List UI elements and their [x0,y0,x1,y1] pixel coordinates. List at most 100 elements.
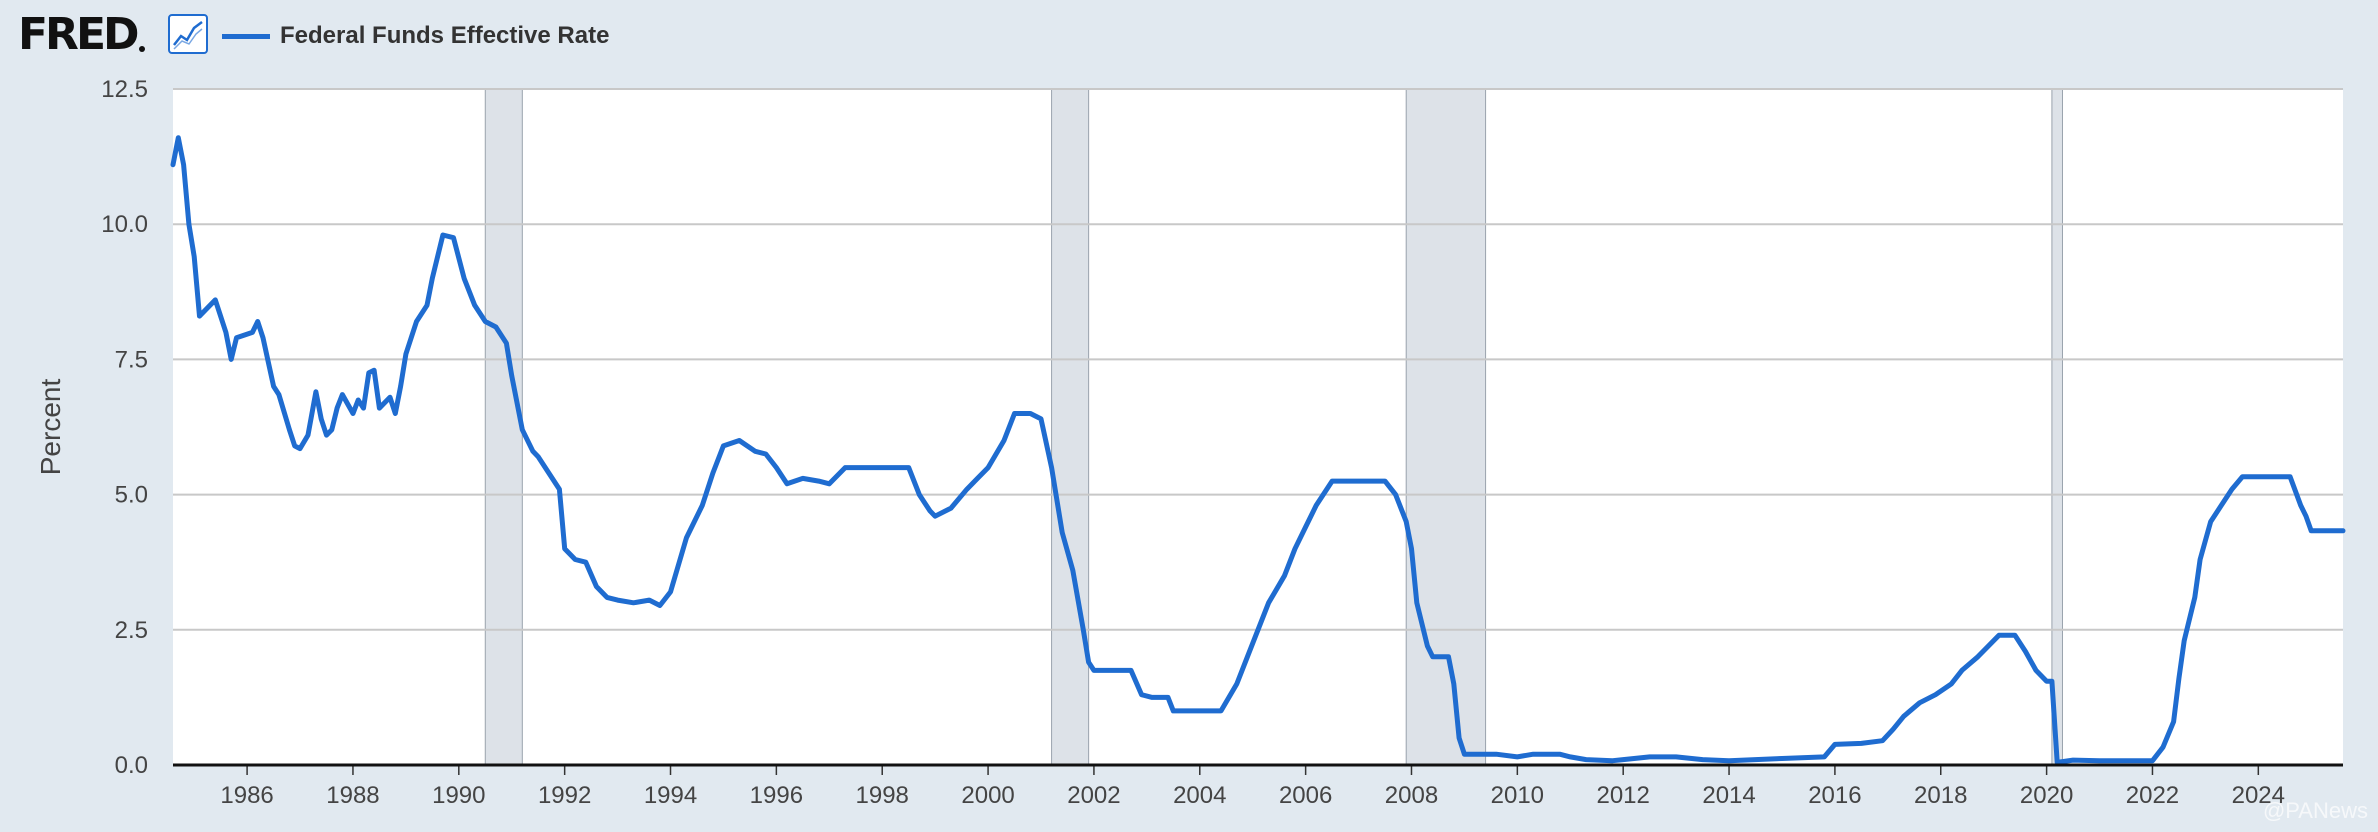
x-tick-label: 1986 [220,782,273,809]
data-point [305,433,310,438]
data-point [1187,708,1192,713]
data-point [1901,714,1906,719]
data-point [933,514,938,519]
data-point [2272,474,2277,479]
data-point [647,598,652,603]
data-point [2044,679,2049,684]
x-tick-label: 2010 [1491,782,1544,809]
data-point [287,427,292,432]
data-point [562,546,567,551]
data-point [234,335,239,340]
data-point [324,433,329,438]
data-point [1414,600,1419,605]
recession-band [1405,88,1487,766]
data-point [1356,479,1361,484]
fred-logo[interactable]: FRED [18,10,145,60]
data-point [615,598,620,603]
data-point [2240,474,2245,479]
data-point [1727,758,1732,763]
data-point [2192,595,2197,600]
y-tick-label: 0.0 [115,752,148,779]
data-point [2055,760,2060,765]
data-point [1060,530,1065,535]
data-point [2208,519,2213,524]
x-tick-label: 1994 [644,782,697,809]
data-point [546,470,551,475]
data-point [1330,479,1335,484]
data-point [2182,638,2187,643]
data-point [1494,752,1499,757]
data-point [1557,752,1562,757]
data-point [2256,474,2261,479]
data-point [1266,600,1271,605]
watermark: @PANews [2262,798,2368,823]
data-point [1282,573,1287,578]
line-graph-icon[interactable] [168,14,208,54]
data-point [1383,479,1388,484]
data-point [1171,708,1176,713]
data-point [377,406,382,411]
data-point [2288,474,2293,479]
data-point [229,357,234,362]
data-point [483,319,488,324]
data-point [573,557,578,562]
data-point [1139,692,1144,697]
data-point [800,476,805,481]
x-tick-label: 2024 [2232,782,2285,809]
series-layer [170,135,2346,765]
data-point [1975,654,1980,659]
data-point [816,479,821,484]
x-tick-label: 2012 [1596,782,1649,809]
data-point [827,481,832,486]
data-point [2303,514,2308,519]
data-point [1245,654,1250,659]
gridlines [173,88,2343,631]
data-point [1393,492,1398,497]
data-point [1891,727,1896,732]
data-point [1451,681,1456,686]
data-point [372,368,377,373]
data-point [186,222,191,227]
data-point [1584,757,1589,762]
data-point [1218,708,1223,713]
data-point [1996,633,2001,638]
data-point [2097,758,2102,763]
x-tick-label: 1990 [432,782,485,809]
data-point [906,465,911,470]
data-point [171,162,175,167]
data-point [361,406,366,411]
data-point [763,452,768,457]
data-point [2034,668,2039,673]
data-point [213,297,218,302]
data-point [414,319,419,324]
data-point [1234,681,1239,686]
data-point [319,416,324,421]
data-point [260,335,265,340]
data-point [1446,654,1451,659]
data-point [340,392,345,397]
data-point [557,487,562,492]
data-point [329,427,334,432]
data-point [927,508,932,513]
data-point [536,454,541,459]
data-point [2298,503,2303,508]
data-point [430,276,435,281]
chart-header: FRED Federal Funds Effective Rate [0,0,2378,75]
x-tick-label: 2006 [1279,782,1332,809]
x-tick-label: 1998 [856,782,909,809]
data-point [1303,525,1308,530]
fred-logo-dot [138,46,145,52]
recession-band [1051,88,1090,766]
x-tick-label: 2016 [1808,782,1861,809]
x-tick-label: 1988 [326,782,379,809]
data-point [1197,708,1202,713]
data-point [784,481,789,486]
data-point [917,492,922,497]
x-tick-label: 1996 [750,782,803,809]
data-point [964,487,969,492]
x-tick-label: 2020 [2020,782,2073,809]
data-point [255,319,260,324]
data-point [1986,644,1991,649]
data-point [2124,758,2128,763]
chart-legend[interactable]: Federal Funds Effective Rate [222,20,609,52]
